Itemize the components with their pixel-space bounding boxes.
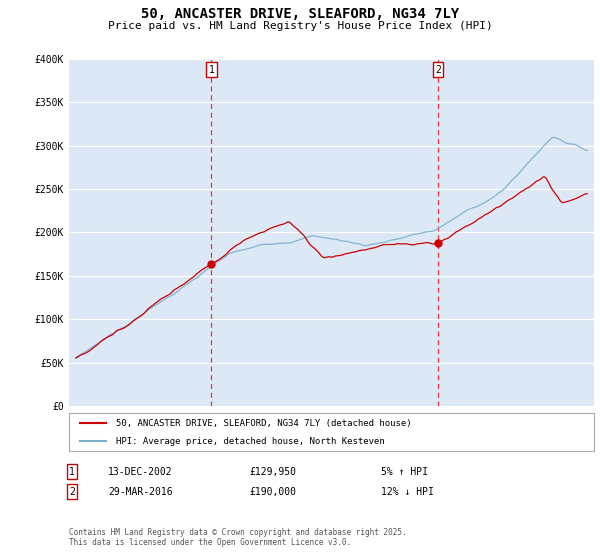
Text: 5% ↑ HPI: 5% ↑ HPI [381, 466, 428, 477]
Text: 50, ANCASTER DRIVE, SLEAFORD, NG34 7LY (detached house): 50, ANCASTER DRIVE, SLEAFORD, NG34 7LY (… [116, 419, 412, 428]
Text: 29-MAR-2016: 29-MAR-2016 [108, 487, 173, 497]
Text: Contains HM Land Registry data © Crown copyright and database right 2025.
This d: Contains HM Land Registry data © Crown c… [69, 528, 407, 547]
Text: HPI: Average price, detached house, North Kesteven: HPI: Average price, detached house, Nort… [116, 437, 385, 446]
Text: 13-DEC-2002: 13-DEC-2002 [108, 466, 173, 477]
Text: 1: 1 [69, 466, 75, 477]
Text: 50, ANCASTER DRIVE, SLEAFORD, NG34 7LY: 50, ANCASTER DRIVE, SLEAFORD, NG34 7LY [141, 7, 459, 21]
Text: 12% ↓ HPI: 12% ↓ HPI [381, 487, 434, 497]
Text: £190,000: £190,000 [249, 487, 296, 497]
Text: 2: 2 [435, 65, 441, 75]
Text: 2: 2 [69, 487, 75, 497]
Text: £129,950: £129,950 [249, 466, 296, 477]
Text: 1: 1 [208, 65, 214, 75]
Text: Price paid vs. HM Land Registry's House Price Index (HPI): Price paid vs. HM Land Registry's House … [107, 21, 493, 31]
